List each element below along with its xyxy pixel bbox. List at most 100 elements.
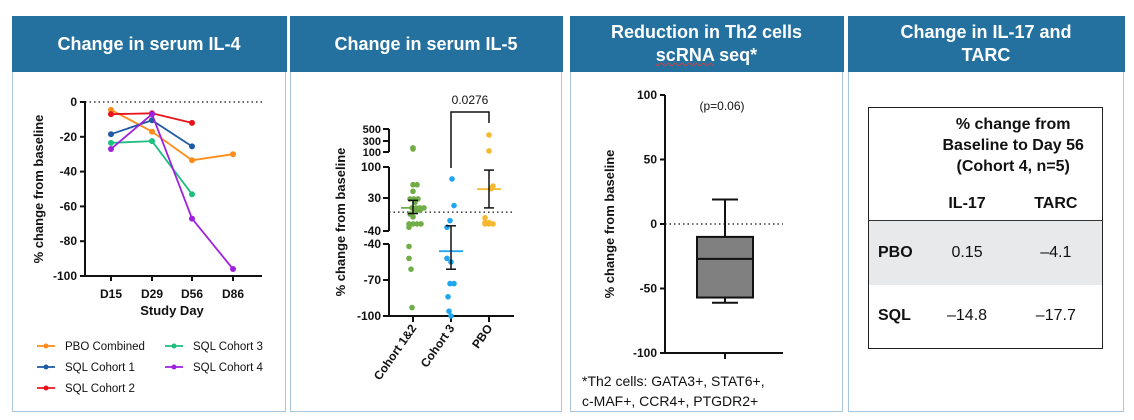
y-tick-label: -70 (364, 273, 382, 287)
header-line: (Cohort 4, n=5) (956, 158, 1070, 175)
y-tick-label: 100 (361, 160, 381, 174)
x-tick-label: D56 (181, 287, 203, 301)
panel-il5: Change in serum IL-5 (289, 16, 563, 412)
data-point (406, 255, 412, 262)
title-line-1: Reduction in Th2 cells (610, 22, 803, 42)
panel-il4: Change in serum IL-4 (11, 16, 287, 412)
x-tick-label: D29 (141, 287, 163, 301)
data-point (410, 181, 416, 188)
data-point (448, 313, 454, 319)
cell: –4.1 (1009, 220, 1103, 285)
cell: –17.7 (1035, 307, 1076, 325)
column-header: TARC (1009, 188, 1103, 221)
data-point (446, 308, 452, 315)
footnote-line: *Th2 cells: GATA3+, STAT6+, (582, 373, 765, 389)
data-point (410, 221, 416, 227)
data-point (406, 224, 412, 231)
title-line-2: scRNA seq* (611, 44, 802, 67)
data-point (189, 215, 195, 222)
y-tick-label: 100 (637, 88, 657, 102)
row-label: PBO (868, 220, 925, 285)
legend-marker (171, 343, 177, 349)
title-rest: seq* (714, 45, 758, 65)
panel-title-il5: Change in serum IL-5 (289, 16, 563, 72)
row-label: SQL (878, 307, 911, 325)
data-point (451, 202, 457, 209)
y-tick-label: 0 (70, 95, 77, 109)
x-axis-title: Study Day (140, 303, 204, 318)
x-tick-label: Cohort 1&2 (371, 321, 420, 382)
y-tick-label: 300 (363, 136, 381, 148)
table-row: SQL –14.8 –17.7 (869, 285, 1103, 349)
y-tick-label: 30 (368, 191, 382, 205)
y-tick-label: 50 (644, 153, 658, 167)
data-point (482, 215, 488, 221)
data-point (414, 221, 420, 227)
data-point (410, 188, 416, 195)
panel-title-il17: Change in IL-17 and TARC (847, 16, 1125, 72)
box (696, 235, 754, 299)
x-tick-label: PBO (469, 322, 495, 351)
y-tick-label: -40 (364, 237, 382, 251)
data-point (449, 176, 455, 182)
data-point (486, 219, 492, 226)
series-line-0 (110, 109, 234, 162)
data-point (444, 255, 450, 262)
column-header: IL-17 (924, 188, 1010, 221)
panel-title-th2: Reduction in Th2 cells scRNA seq* (569, 16, 844, 72)
x-tick-label: D86 (222, 287, 244, 301)
legend-marker (43, 343, 49, 349)
data-point (417, 207, 423, 214)
y-axis-title: % change from baseline (333, 148, 348, 297)
data-point (414, 181, 420, 188)
table-header: % change from Baseline to Day 56 (Cohort… (924, 108, 1102, 189)
data-point (230, 266, 236, 273)
panel-title-il4: Change in serum IL-4 (11, 16, 287, 72)
data-point (108, 131, 114, 138)
data-point (108, 139, 114, 146)
title-underlined: scRNA (655, 45, 715, 65)
table-row: PBO 0.15 –4.1 (868, 220, 1103, 285)
y-axis-title: % change from baseline (31, 115, 46, 264)
y-tick-label: -80 (60, 234, 78, 248)
data-point (486, 148, 492, 154)
data-point (451, 280, 457, 287)
data-point (230, 151, 236, 158)
data-point (189, 119, 195, 126)
legend-marker (171, 364, 177, 370)
y-tick-label: 500 (363, 124, 381, 136)
significance-bracket (450, 111, 490, 168)
y-tick-label: 100 (363, 147, 381, 159)
header-line: Baseline to Day 56 (942, 137, 1084, 154)
legend-label: SQL Cohort 2 (65, 383, 135, 395)
data-point (445, 294, 451, 300)
data-point (447, 217, 453, 224)
data-point (410, 146, 416, 152)
data-point (447, 280, 453, 287)
data-point (409, 304, 415, 311)
data-point (418, 221, 424, 227)
y-tick-label: -20 (60, 130, 78, 144)
data-point (149, 128, 155, 135)
legend-marker (43, 385, 49, 391)
footnote: *Th2 cells: GATA3+, STAT6+, c-MAF+, CCR4… (582, 371, 765, 411)
data-point (189, 191, 195, 198)
y-tick-label: -40 (60, 165, 78, 179)
x-tick-label: D15 (100, 287, 122, 301)
data-point (108, 106, 114, 113)
y-tick-label: -60 (60, 199, 78, 213)
corner-cell (868, 188, 925, 221)
cell: –14.8 (947, 307, 988, 325)
footnote-line: c-MAF+, CCR4+, PTGDR2+ (582, 393, 759, 409)
y-tick-label: 0 (650, 217, 657, 231)
data-point (108, 145, 114, 152)
legend-marker (43, 364, 49, 370)
legend-label: PBO Combined (65, 341, 145, 353)
data-point (486, 132, 492, 138)
data-point (406, 243, 412, 250)
data-point (413, 207, 419, 214)
series-line-4 (110, 112, 234, 270)
data-point (149, 111, 155, 118)
data-point (189, 157, 195, 164)
